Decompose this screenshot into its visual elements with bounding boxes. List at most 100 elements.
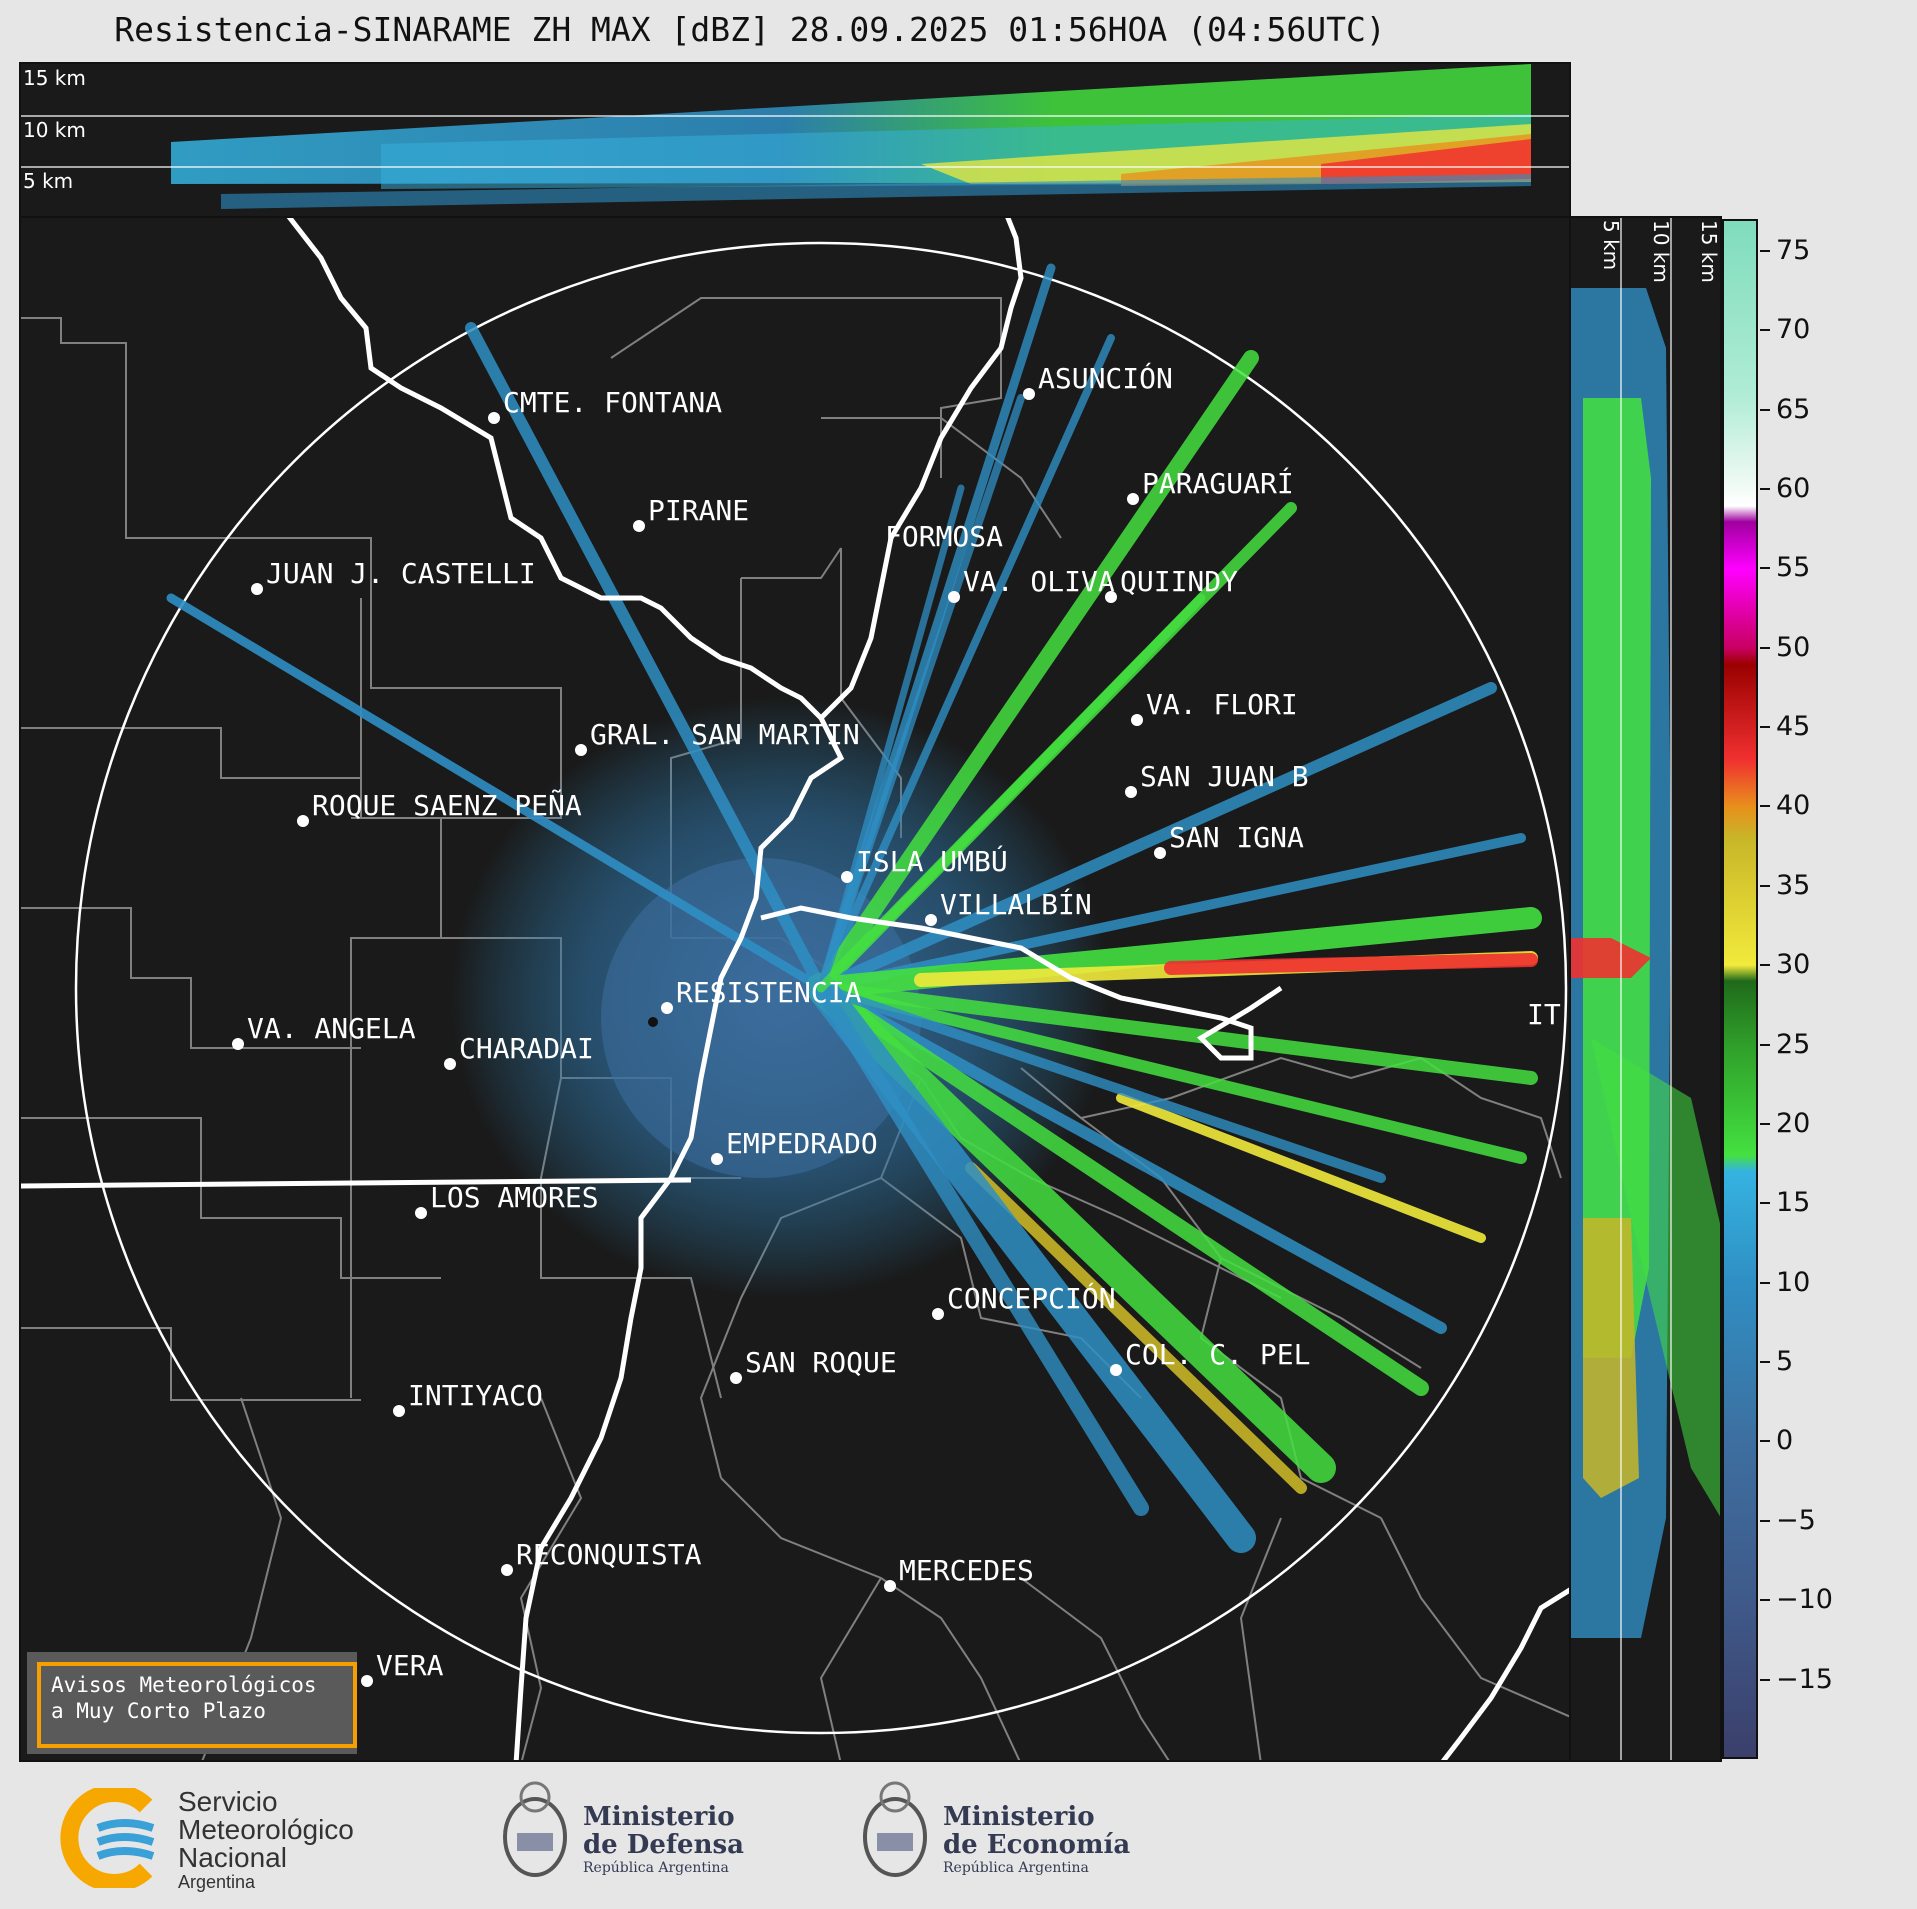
city-dot-gral-san-martin xyxy=(575,744,587,756)
dbz-colorbar xyxy=(1722,219,1758,1759)
river-borders xyxy=(21,218,1569,1760)
colorbar-tick xyxy=(1760,1440,1770,1443)
colorbar-tick-label: 10 xyxy=(1776,1266,1811,1298)
city-dot-isla-umbu xyxy=(841,871,853,883)
colorbar-tick xyxy=(1760,329,1770,332)
colorbar-tick-label: 45 xyxy=(1776,711,1811,743)
top-echo-profile xyxy=(21,64,1569,209)
city-dot-san-juan-b xyxy=(1125,786,1137,798)
city-label-san-igna: SAN IGNA xyxy=(1169,821,1304,854)
city-label-empedrado: EMPEDRADO xyxy=(726,1127,878,1160)
colorbar-tick-label: 20 xyxy=(1776,1107,1811,1139)
coat-of-arms-icon xyxy=(863,1781,927,1877)
side-alt-label-10km: 10 km xyxy=(1649,220,1673,283)
city-dot-va-flori xyxy=(1131,714,1143,726)
city-label-intiyaco: INTIYACO xyxy=(408,1379,543,1412)
city-label-villalbin: VILLALBÍN xyxy=(940,888,1092,921)
colorbar-tick xyxy=(1760,964,1770,967)
city-dot-va-oliva xyxy=(948,591,960,603)
colorbar-tick xyxy=(1760,1202,1770,1205)
colorbar-tick-label: 15 xyxy=(1776,1187,1811,1219)
colorbar-tick xyxy=(1760,567,1770,570)
city-label-va-oliva: VA. OLIVA xyxy=(963,565,1115,598)
alt-label-5km: 5 km xyxy=(23,169,74,193)
colorbar-tick-label: 65 xyxy=(1776,393,1811,425)
colorbar-tick xyxy=(1760,646,1770,649)
city-dot-los-amores xyxy=(415,1207,427,1219)
city-dot-empedrado xyxy=(711,1153,723,1165)
city-dot-col-c-pel xyxy=(1110,1364,1122,1376)
notice-line-2: a Muy Corto Plazo xyxy=(51,1699,266,1723)
smn-line-4: Argentina xyxy=(178,1872,256,1892)
city-dot-roque-saenz-pena xyxy=(297,815,309,827)
colorbar-tick-label: 25 xyxy=(1776,1028,1811,1060)
city-dot-intiyaco xyxy=(393,1405,405,1417)
colorbar-tick-label: 40 xyxy=(1776,790,1811,822)
city-label-juan-j-castelli: JUAN J. CASTELLI xyxy=(266,557,536,590)
city-label-roque-saenz-pena: ROQUE SAENZ PEÑA xyxy=(312,789,582,822)
colorbar-tick-label: 75 xyxy=(1776,234,1811,266)
colorbar-tick xyxy=(1760,1678,1770,1681)
city-label-concepcion: CONCEPCIÓN xyxy=(947,1282,1116,1315)
smn-line-1: Servicio xyxy=(178,1786,278,1817)
colorbar-tick xyxy=(1760,1599,1770,1602)
city-label-va-flori: VA. FLORI xyxy=(1146,688,1298,721)
colorbar-tick xyxy=(1760,884,1770,887)
colorbar-tick xyxy=(1760,1122,1770,1125)
city-label-los-amores: LOS AMORES xyxy=(430,1181,599,1214)
city-label-paraguari: PARAGUARÍ xyxy=(1142,467,1294,500)
colorbar-tick xyxy=(1760,1519,1770,1522)
side-altitude-panel: 5 km 10 km 15 km xyxy=(1569,216,1722,1762)
colorbar-tick xyxy=(1760,1043,1770,1046)
colorbar-tick-label: 30 xyxy=(1776,949,1811,981)
economia-line-2: de Economía xyxy=(943,1830,1131,1860)
colorbar-tick-label: 0 xyxy=(1776,1425,1794,1457)
city-label-formosa: FORMOSA xyxy=(885,520,1004,553)
city-dot-pirane xyxy=(633,520,645,532)
notice-box: Avisos Meteorológicos a Muy Corto Plazo xyxy=(27,1652,357,1754)
city-label-gral-san-martin: GRAL. SAN MARTIN xyxy=(590,718,860,751)
colorbar-tick xyxy=(1760,1361,1770,1364)
colorbar-tick xyxy=(1760,408,1770,411)
city-label-quiindy: QUIINDY xyxy=(1120,565,1239,598)
city-label-reconquista: RECONQUISTA xyxy=(516,1538,702,1571)
economia-line-1: Ministerio xyxy=(943,1802,1095,1832)
city-dot-juan-j-castelli xyxy=(251,583,263,595)
defensa-line-2: de Defensa xyxy=(583,1830,744,1860)
city-label-isla-umbu: ISLA UMBÚ xyxy=(856,845,1008,878)
smn-logo: Servicio Meteorológico Nacional Argentin… xyxy=(58,1784,398,1892)
colorbar-tick-label: −15 xyxy=(1776,1663,1833,1695)
city-dot-va-angela xyxy=(232,1038,244,1050)
city-dot-asuncion xyxy=(1023,388,1035,400)
economia-logo: Ministerio de Economía República Argenti… xyxy=(855,1775,1135,1895)
city-dot-vera xyxy=(361,1675,373,1687)
colorbar-tick-label: −10 xyxy=(1776,1584,1833,1616)
side-alt-label-5km: 5 km xyxy=(1599,220,1623,271)
side-alt-label-15km: 15 km xyxy=(1697,220,1721,283)
side-echo-profile xyxy=(1571,218,1720,1760)
radar-map: CMTE. FONTANA ASUNCIÓN PARAGUARÍ PIRANE … xyxy=(19,216,1571,1762)
colorbar-tick-label: −5 xyxy=(1776,1504,1816,1536)
city-label-it: IT xyxy=(1527,998,1561,1031)
city-label-cmte-fontana: CMTE. FONTANA xyxy=(503,386,723,419)
city-label-vera: VERA xyxy=(376,1649,444,1682)
radar-site-marker xyxy=(648,1017,658,1027)
colorbar-tick-label: 60 xyxy=(1776,472,1811,504)
chart-title: Resistencia-SINARAME ZH MAX [dBZ] 28.09.… xyxy=(114,10,1386,49)
smn-emblem-icon xyxy=(60,1784,155,1892)
city-dot-cmte-fontana xyxy=(488,412,500,424)
city-dot-san-roque xyxy=(730,1372,742,1384)
notice-line-1: Avisos Meteorológicos xyxy=(51,1673,317,1697)
defensa-line-1: Ministerio xyxy=(583,1802,735,1832)
city-dot-paraguari xyxy=(1127,493,1139,505)
city-label-pirane: PIRANE xyxy=(648,494,750,527)
coat-of-arms-icon xyxy=(503,1781,567,1877)
colorbar-tick xyxy=(1760,726,1770,729)
map-canvas xyxy=(21,218,1569,1760)
radar-range-circle xyxy=(74,241,1568,1735)
city-dot-resistencia xyxy=(661,1002,673,1014)
city-label-charadai: CHARADAI xyxy=(459,1032,594,1065)
colorbar-tick-label: 50 xyxy=(1776,631,1811,663)
city-dot-mercedes xyxy=(884,1580,896,1592)
city-label-san-roque: SAN ROQUE xyxy=(745,1346,897,1379)
